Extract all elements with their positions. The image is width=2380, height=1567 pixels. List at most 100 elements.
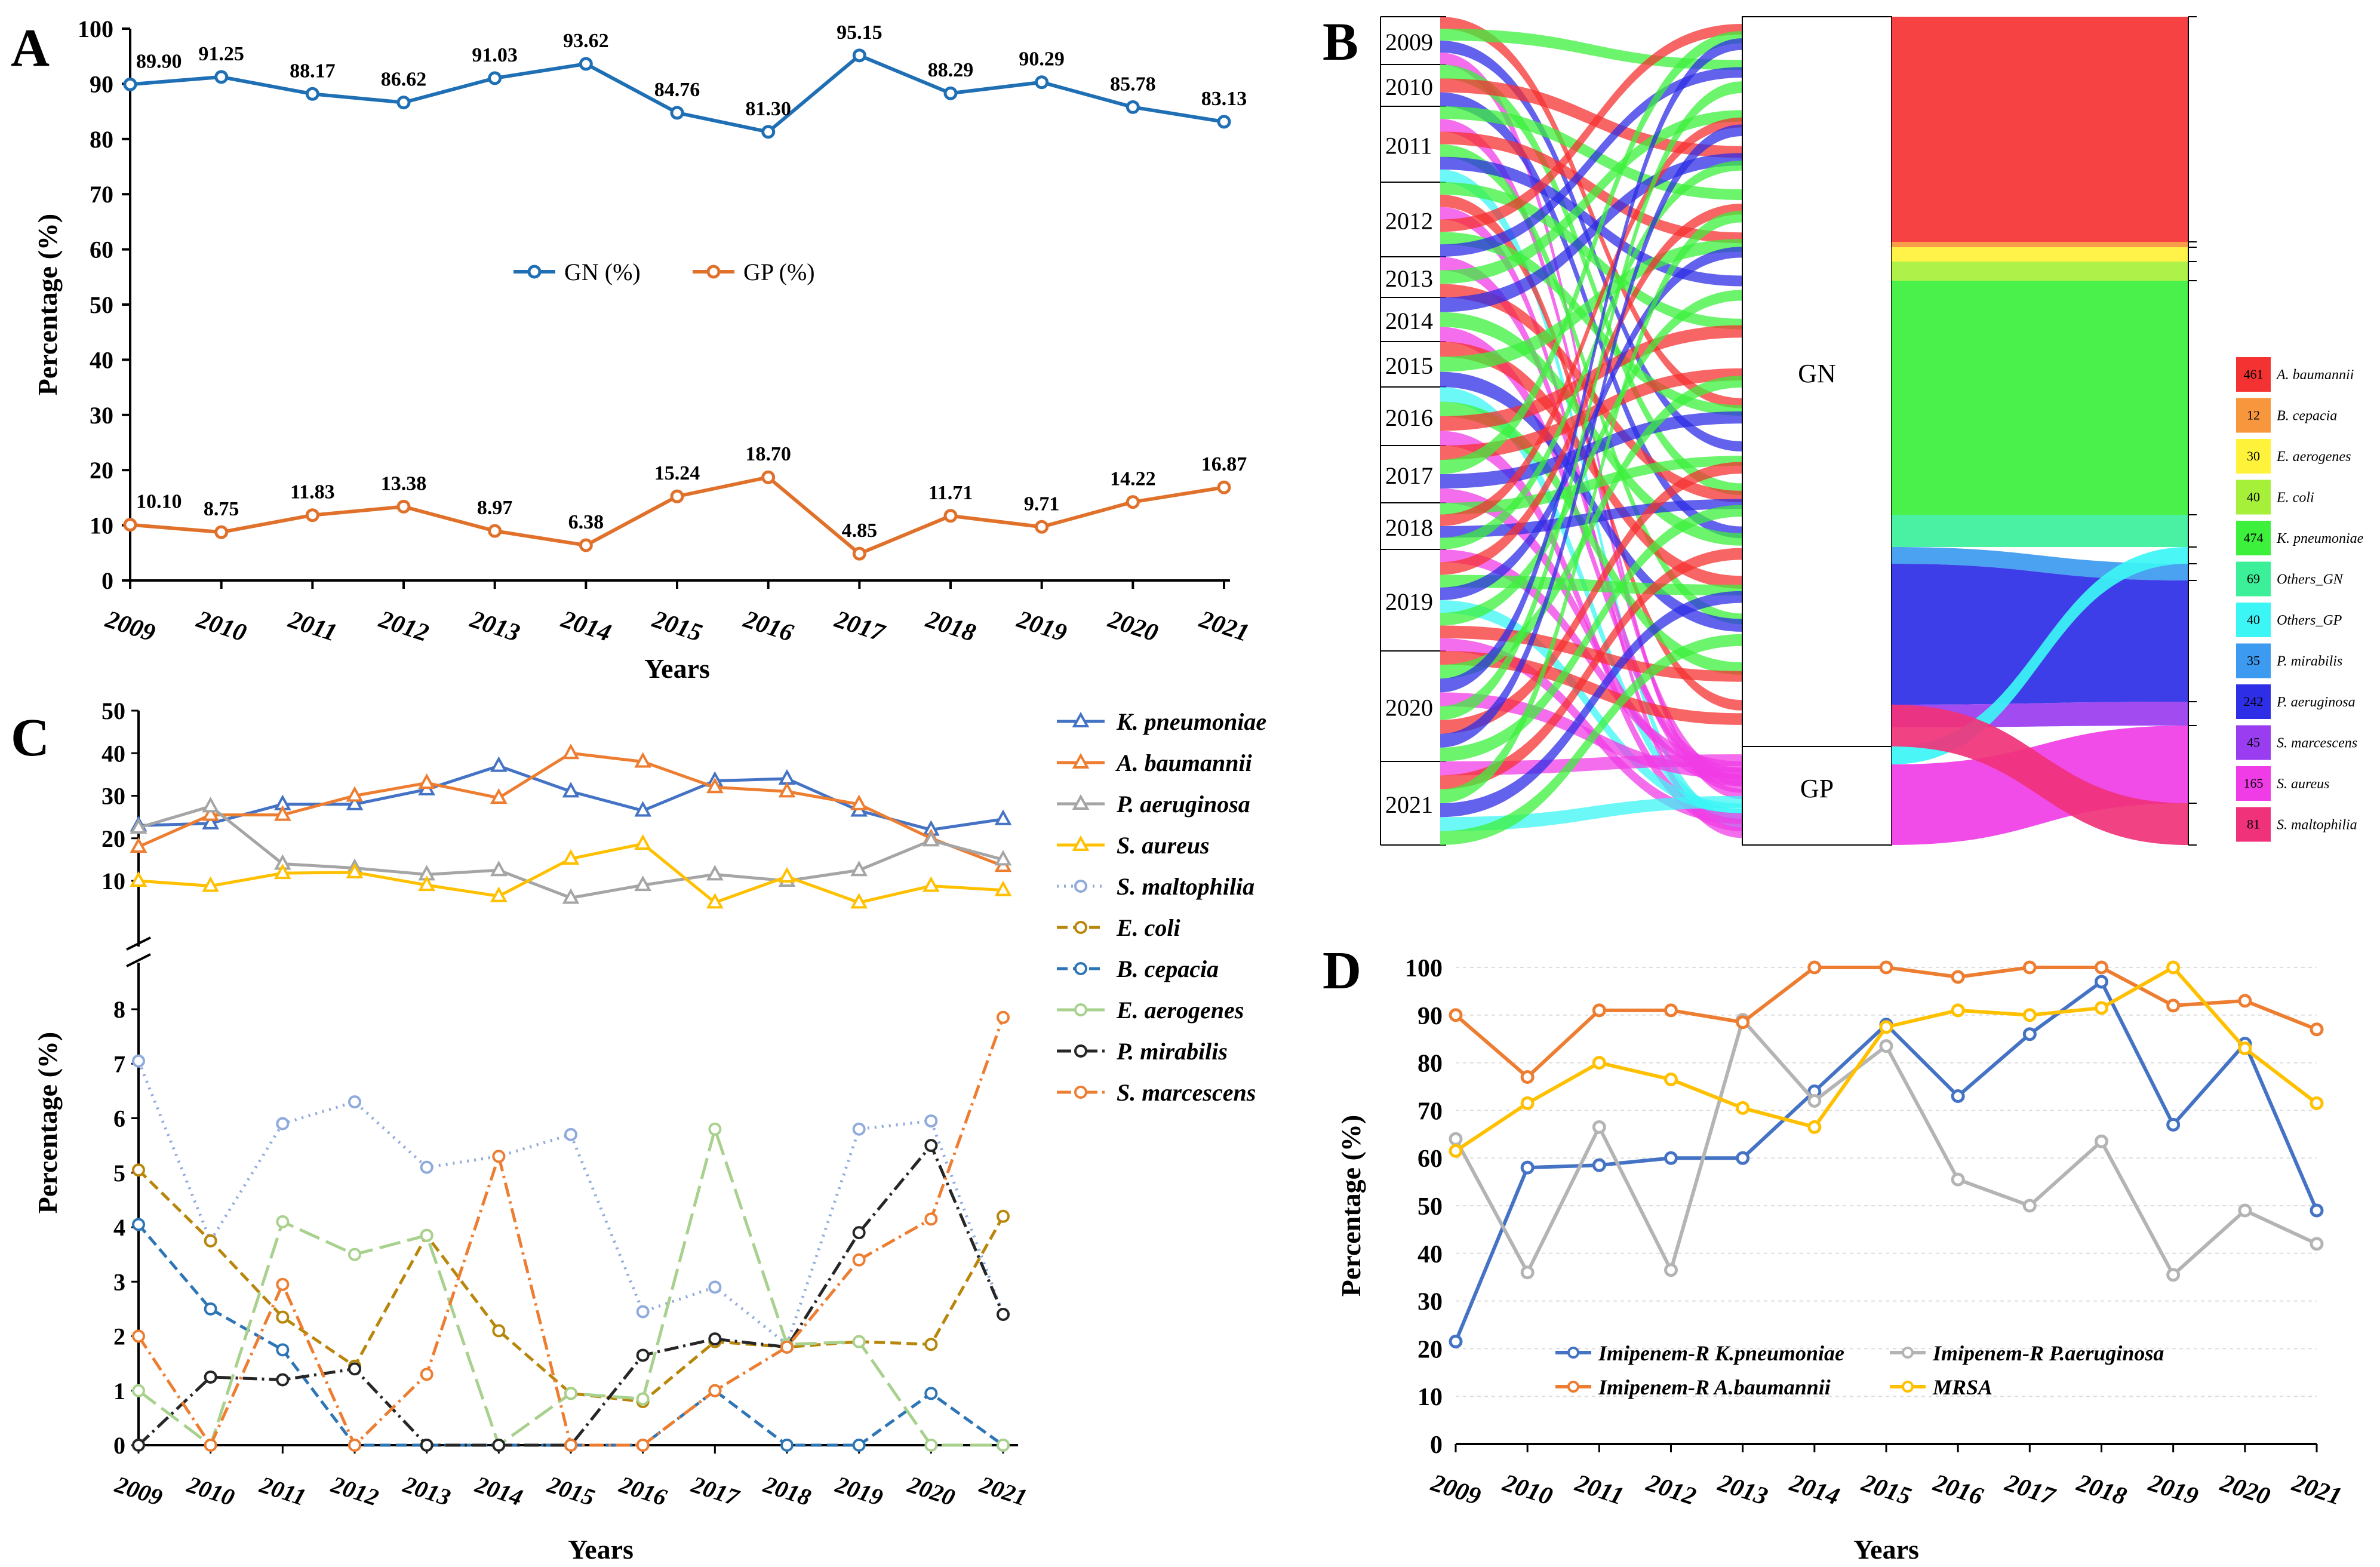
axis-break-mark <box>126 953 151 967</box>
data-point-b-cepacia <box>852 1439 866 1452</box>
y-tick-label: 40 <box>1417 1241 1443 1268</box>
data-point-e-aerogenes <box>708 1122 722 1136</box>
legend-count: 12 <box>2247 408 2260 423</box>
y-tick-label: 20 <box>102 825 125 852</box>
data-point-s-aureus <box>346 862 364 878</box>
legend-marker <box>1074 921 1087 934</box>
x-tick-label: 2019 <box>832 1471 886 1511</box>
data-point-k-pneumoniae <box>994 809 1012 825</box>
x-tick-label: 2019 <box>1013 606 1070 647</box>
data-point-s-marcescens <box>924 1212 938 1226</box>
legend-label-b-cepacia: B. cepacia <box>2277 408 2337 424</box>
data-point-gp <box>214 525 229 539</box>
data-label: 8.75 <box>204 498 239 520</box>
y-tick-label: 80 <box>1417 1050 1443 1078</box>
y-tick-label: 100 <box>78 16 113 42</box>
data-point-mrsa <box>2238 1041 2252 1056</box>
data-point-gp <box>1217 480 1231 494</box>
legend-label-b-cepacia: B. cepacia <box>1116 955 1219 982</box>
data-point-p-mirabilis <box>636 1348 650 1362</box>
sankey-species-flow <box>1892 281 2188 515</box>
legend-label-a-baumannii: A. baumannii <box>1115 749 1252 776</box>
data-point-p-mirabilis <box>708 1332 722 1346</box>
legend-count: 81 <box>2247 817 2260 832</box>
y-tick-label: 0 <box>113 1432 125 1459</box>
data-point-gp <box>670 489 684 503</box>
legend-count: 45 <box>2247 735 2260 750</box>
data-label: 86.62 <box>381 69 427 91</box>
data-point-imipenem-r-p-aeruginosa <box>2166 1268 2181 1282</box>
data-point-imipenem-r-a-baumannii <box>1449 1008 1463 1022</box>
data-point-imipenem-r-p-aeruginosa <box>1520 1265 1535 1280</box>
sankey-flow-year-2019 <box>1440 247 1742 600</box>
data-point-s-aureus <box>634 834 652 850</box>
data-point-imipenem-r-p-aeruginosa <box>2238 1203 2252 1218</box>
data-point-gp <box>488 524 502 538</box>
y-tick-label: 90 <box>1417 1003 1443 1030</box>
data-point-a-baumannii <box>634 752 652 768</box>
data-point-k-pneumoniae <box>562 782 580 798</box>
data-point-s-aureus <box>778 867 796 883</box>
data-point-p-mirabilis <box>348 1362 361 1376</box>
legend-label-others-gn: Others_GN <box>2277 572 2344 588</box>
y-tick-label: 10 <box>90 512 113 539</box>
data-point-imipenem-r-a-baumannii <box>1951 970 1965 984</box>
data-point-a-baumannii <box>273 805 291 821</box>
sankey-flow-year-2019 <box>1440 290 1742 626</box>
data-point-gp <box>305 508 319 523</box>
y-tick-label: 20 <box>90 457 113 484</box>
data-point-gn <box>579 57 593 71</box>
sankey-flow-year-2019 <box>1440 204 1742 575</box>
data-point-imipenem-r-p-aeruginosa <box>2095 1134 2108 1148</box>
data-point-s-maltophilia <box>636 1305 650 1319</box>
data-label: 6.38 <box>568 511 604 533</box>
x-tick-label: 2016 <box>616 1471 670 1511</box>
data-label: 15.24 <box>654 462 700 484</box>
legend-label-k-pneumoniae: K. pneumoniae <box>1116 708 1266 735</box>
data-point-b-cepacia <box>924 1387 938 1400</box>
data-label: 85.78 <box>1110 73 1156 95</box>
group-box-gn <box>1742 16 1892 747</box>
y-tick-label: 60 <box>90 236 113 263</box>
legend-count: 40 <box>2247 490 2260 505</box>
sankey-species-flow <box>1892 262 2188 281</box>
sankey-flow-year-2017 <box>1440 411 1742 488</box>
data-point-p-aeruginosa <box>994 850 1012 866</box>
data-point-imipenem-r-a-baumannii <box>1807 960 1822 975</box>
sankey-species-flow <box>1892 247 2188 262</box>
x-tick-label: 2018 <box>922 606 979 647</box>
data-point-imipenem-r-p-aeruginosa <box>1951 1172 1965 1187</box>
sankey-flow-year-2021 <box>1440 634 1742 845</box>
x-tick-label: 2014 <box>1786 1469 1843 1511</box>
data-point-p-mirabilis <box>132 1439 145 1452</box>
data-point-mrsa <box>1664 1073 1678 1087</box>
data-label: 81.30 <box>745 98 791 120</box>
sankey-flow-year-2015 <box>1440 239 1742 372</box>
legend-swatch-e-coli <box>2236 480 2271 515</box>
data-label: 4.85 <box>842 520 878 542</box>
legend-swatch-others-gn <box>2236 561 2271 597</box>
sankey-flow-year-2020 <box>1440 124 1742 748</box>
data-point-s-marcescens <box>132 1329 145 1343</box>
y-tick-label: 50 <box>1417 1193 1443 1221</box>
data-point-s-maltophilia <box>276 1117 290 1130</box>
data-point-mrsa <box>2166 960 2181 975</box>
data-point-p-aeruginosa <box>634 875 652 892</box>
x-tick-label: 2015 <box>648 606 705 647</box>
sankey-species-flow <box>1892 547 2188 764</box>
sankey-flow-year-2017 <box>1440 368 1742 460</box>
data-point-e-coli <box>276 1310 290 1324</box>
year-label: 2021 <box>1385 791 1433 818</box>
legend-label-p-mirabilis: P. mirabilis <box>1116 1038 1228 1065</box>
data-point-e-coli <box>132 1163 145 1177</box>
data-point-imipenem-r-p-aeruginosa <box>1807 1093 1822 1108</box>
data-point-gp <box>943 509 958 523</box>
data-point-imipenem-r-a-baumannii <box>1520 1070 1535 1084</box>
legend-swatch-p-aeruginosa <box>2236 684 2271 719</box>
sankey-panel-b: 2009 2010 2011 2012 2013 2014 2015 2016 2017 2018… <box>1380 16 2364 846</box>
y-tick-label: 4 <box>113 1214 125 1241</box>
sankey-flow-year-2021 <box>1440 591 1742 818</box>
series-line-e-coli <box>137 1169 1005 1403</box>
data-point-p-mirabilis <box>276 1373 290 1387</box>
